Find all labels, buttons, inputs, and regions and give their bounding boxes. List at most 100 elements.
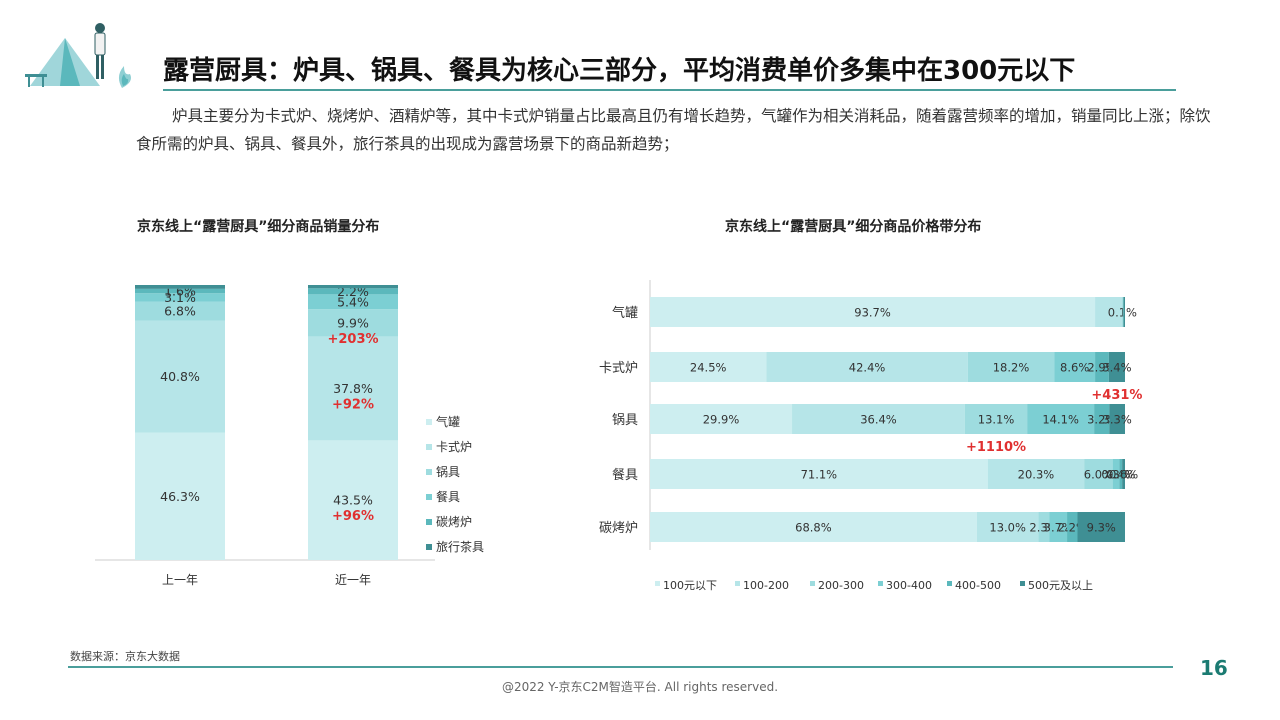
legend-swatch-锅具	[426, 469, 432, 475]
bar-label: 93.7%	[854, 306, 891, 320]
bar-label: 3.7%	[1044, 521, 1073, 535]
legend-swatch-卡式炉	[426, 444, 432, 450]
legend-label: 气罐	[436, 414, 460, 429]
bar-label: 0.6%	[1109, 468, 1138, 482]
bar-label: 40.8%	[160, 369, 200, 384]
bar-label: 37.8%	[333, 381, 373, 396]
bar-近一年-碳烤炉	[308, 288, 398, 295]
legend-label: 旅行茶具	[436, 539, 484, 554]
legend-label: 卡式炉	[436, 440, 472, 454]
bar-上一年-餐具	[135, 293, 225, 302]
camping-logo-icon	[20, 16, 150, 96]
bar-上一年-旅行茶具	[135, 285, 225, 289]
bar-卡式炉-500元及以上	[1108, 352, 1125, 382]
legend-label: 100元以下	[663, 579, 717, 592]
left-chart-title: 京东线上“露营厨具”细分商品销量分布	[137, 219, 380, 235]
legend-swatch-气罐	[426, 419, 432, 425]
x-tick-label: 近一年	[335, 573, 371, 587]
bar-label: 3.1%	[164, 290, 196, 305]
legend-swatch-500元及以上	[1020, 581, 1025, 586]
growth-annotation: +92%	[332, 397, 374, 412]
bar-餐具-300-400	[1112, 459, 1120, 489]
growth-annotation: +203%	[327, 332, 378, 347]
bar-卡式炉-100元以下	[650, 352, 767, 382]
bar-气罐-500元及以上	[1123, 297, 1125, 327]
bar-label: 9.3%	[1087, 521, 1116, 535]
bar-label: 71.1%	[801, 468, 838, 482]
bar-label: 68.8%	[795, 521, 832, 535]
bar-锅具-100-200	[792, 404, 965, 434]
footer-divider	[68, 666, 1173, 668]
bar-上一年-碳烤炉	[135, 288, 225, 294]
legend-label: 500元及以上	[1028, 579, 1093, 592]
bar-餐具-500元及以上	[1122, 459, 1125, 489]
bar-label: 29.9%	[703, 413, 740, 427]
bar-label: 6.0%	[1084, 468, 1113, 482]
bar-锅具-500元及以上	[1109, 404, 1125, 434]
bar-label: 13.0%	[989, 521, 1026, 535]
bar-气罐-100-200	[1095, 297, 1123, 327]
bar-碳烤炉-500元及以上	[1077, 512, 1125, 542]
bar-锅具-200-300	[964, 404, 1028, 434]
legend-swatch-旅行茶具	[426, 544, 432, 550]
bar-餐具-100元以下	[650, 459, 988, 489]
legend-swatch-400-500	[947, 581, 952, 586]
bar-label: 13.1%	[978, 413, 1015, 427]
legend-swatch-200-300	[810, 581, 815, 586]
bar-碳烤炉-100元以下	[650, 512, 977, 542]
bar-label: 18.2%	[993, 361, 1030, 375]
bar-label: 8.6%	[1060, 361, 1089, 375]
bar-气罐-100元以下	[650, 297, 1096, 327]
bar-近一年-卡式炉	[308, 336, 398, 441]
bar-上一年-锅具	[135, 301, 225, 321]
data-source-note: 数据来源：京东大数据	[70, 650, 180, 663]
legend-label: 200-300	[818, 579, 864, 592]
bar-label: 24.5%	[690, 361, 727, 375]
legend-label: 100-200	[743, 579, 789, 592]
legend-swatch-300-400	[878, 581, 883, 586]
bar-近一年-气罐	[308, 440, 398, 560]
legend-label: 餐具	[436, 489, 460, 504]
bar-label: 0.1%	[1108, 306, 1137, 320]
legend-label: 300-400	[886, 579, 932, 592]
bar-近一年-锅具	[308, 309, 398, 337]
page-title: 露营厨具：炉具、锅具、餐具为核心三部分，平均消费单价多集中在300元以下	[163, 56, 1076, 86]
y-tick-label: 锅具	[612, 412, 638, 428]
bar-label: 3.4%	[1102, 361, 1131, 375]
bar-label: 20.3%	[1018, 468, 1055, 482]
bar-label: 9.9%	[337, 315, 369, 330]
legend-label: 碳烤炉	[436, 514, 472, 529]
bar-碳烤炉-100-200	[976, 512, 1039, 542]
growth-annotation: +431%	[1091, 388, 1142, 403]
bar-label: 43.5%	[333, 493, 373, 508]
y-tick-label: 餐具	[612, 467, 638, 483]
right-chart-title: 京东线上“露营厨具”细分商品价格带分布	[725, 219, 982, 235]
bar-label: 6.8%	[164, 304, 196, 319]
bar-上一年-卡式炉	[135, 320, 225, 433]
bar-碳烤炉-300-400	[1049, 512, 1068, 542]
bar-锅具-100元以下	[650, 404, 793, 434]
bar-锅具-400-500	[1094, 404, 1110, 434]
legend-swatch-100元以下	[655, 581, 660, 586]
x-tick-label: 上一年	[162, 573, 198, 587]
bar-label: 14.1%	[1042, 413, 1079, 427]
sales-distribution-chart: 46.3%40.8%6.8%3.1%1.6%上一年43.5%37.8%9.9%5…	[95, 284, 484, 587]
bar-碳烤炉-200-300	[1038, 512, 1050, 542]
bar-餐具-100-200	[987, 459, 1085, 489]
bar-卡式炉-400-500	[1095, 352, 1109, 382]
intro-paragraph: 炉具主要分为卡式炉、烧烤炉、酒精炉等，其中卡式炉销量占比最高且仍有增长趋势，气罐…	[136, 107, 1211, 153]
bar-卡式炉-100-200	[766, 352, 968, 382]
legend-label: 400-500	[955, 579, 1001, 592]
title-underline	[163, 89, 1176, 91]
copyright-text: @2022 Y-京东C2M智造平台. All rights reserved.	[501, 680, 779, 694]
bar-餐具-200-300	[1084, 459, 1113, 489]
bar-卡式炉-200-300	[967, 352, 1055, 382]
y-tick-label: 气罐	[612, 305, 638, 321]
bar-卡式炉-300-400	[1054, 352, 1096, 382]
bar-锅具-300-400	[1027, 404, 1095, 434]
legend-label: 锅具	[436, 464, 460, 479]
bar-label: 5.4%	[337, 294, 369, 309]
y-tick-label: 卡式炉	[599, 361, 638, 376]
legend-swatch-100-200	[735, 581, 740, 586]
